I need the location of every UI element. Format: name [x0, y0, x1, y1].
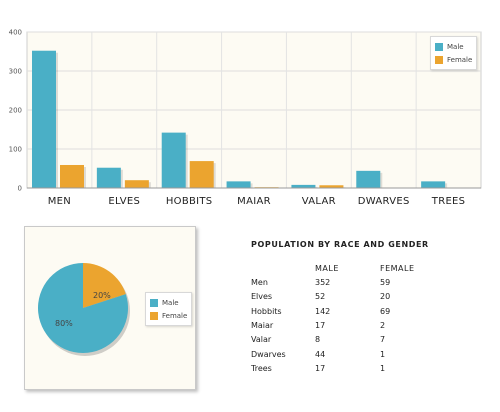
female-cell: 2 — [380, 320, 386, 330]
pie-legend-item-female: Female — [150, 309, 187, 322]
pie-slice-female — [83, 263, 126, 308]
x-tick-label: MEN — [47, 196, 72, 207]
pie-male-swatch — [150, 298, 158, 307]
legend-item-male: Male — [435, 40, 472, 53]
bar-male — [32, 50, 56, 188]
x-tick-label: TREES — [431, 196, 466, 207]
x-tick-label: HOBBITS — [165, 196, 213, 207]
y-tick-label: 100 — [9, 146, 22, 154]
column-header-female: FEMALE — [380, 264, 415, 273]
bar-male — [421, 181, 446, 188]
male-cell: 52 — [315, 292, 326, 302]
table-row: Maiar 17 2 — [251, 321, 491, 335]
race-cell: Dwarves — [251, 349, 286, 359]
bar-male — [96, 167, 121, 188]
table-row: Dwarves 44 1 — [251, 350, 491, 364]
female-cell: 20 — [380, 292, 391, 302]
y-tick-label: 0 — [18, 185, 22, 193]
x-tick-label: DWARVES — [357, 196, 410, 207]
bar-chart-plot: 0 100 200 300 400 — [9, 29, 482, 193]
pie-female-swatch — [150, 311, 158, 320]
male-cell: 142 — [315, 306, 331, 316]
female-swatch — [435, 55, 443, 64]
male-cell: 352 — [315, 278, 331, 287]
male-cell: 44 — [315, 349, 326, 359]
bar-female — [124, 180, 149, 188]
y-tick-label: 300 — [9, 68, 22, 76]
table-row: Valar 8 7 — [251, 335, 491, 349]
legend-label-female: Female — [447, 55, 473, 64]
female-cell: 7 — [380, 335, 386, 345]
bar-male — [356, 170, 381, 188]
female-cell: 69 — [380, 306, 391, 316]
race-cell: Maiar — [251, 320, 274, 330]
table-row: Men 352 59 — [251, 278, 491, 292]
bar-legend: Male Female — [430, 36, 478, 70]
race-cell: Elves — [251, 292, 273, 302]
x-tick-label: ELVES — [108, 196, 141, 207]
column-header-male: MALE — [315, 264, 339, 273]
population-table: POPULATION BY RACE AND GENDER MALE FEMAL… — [251, 240, 491, 373]
race-cell: Valar — [251, 335, 272, 345]
pie-chart-plot — [37, 263, 130, 356]
pie-slice-male — [37, 263, 129, 353]
male-cell: 8 — [315, 335, 321, 345]
male-cell: 17 — [315, 320, 326, 330]
legend-item-female: Female — [435, 53, 472, 66]
pie-legend-item-male: Male — [150, 296, 187, 309]
bar-male — [291, 184, 316, 188]
table-row: Hobbits 142 69 — [251, 307, 491, 321]
race-cell: Men — [251, 278, 268, 287]
race-cell: Hobbits — [251, 306, 282, 316]
pie-legend-label-male: Male — [162, 298, 179, 307]
pie-legend: Male Female — [145, 292, 193, 326]
female-cell: 1 — [380, 349, 386, 359]
bar-female — [60, 164, 84, 188]
table-title: POPULATION BY RACE AND GENDER — [251, 240, 429, 249]
female-cell: 59 — [380, 278, 391, 287]
male-cell: 17 — [315, 363, 326, 373]
legend-label-male: Male — [447, 42, 464, 51]
pie-label-female: 20% — [93, 291, 111, 300]
y-tick-label: 200 — [9, 107, 22, 115]
bar-chart: 0 100 200 300 400 MEN ELVES HOBBITS MAIAR VALAR D… — [9, 29, 482, 207]
female-cell: 1 — [380, 363, 386, 373]
male-swatch — [435, 42, 443, 51]
x-tick-label: MAIAR — [237, 196, 271, 207]
y-tick-label: 400 — [9, 29, 22, 37]
table-row: Elves 52 20 — [251, 292, 491, 306]
bar-male — [161, 132, 186, 188]
table-row: Trees 17 1 — [251, 364, 491, 378]
x-tick-label: VALAR — [301, 196, 336, 207]
bar-female — [189, 161, 214, 188]
pie-legend-label-female: Female — [162, 311, 188, 320]
bar-male — [226, 181, 251, 188]
pie-label-male: 80% — [55, 319, 73, 328]
pie-chart: 80% 20% Male Female — [24, 226, 196, 390]
race-cell: Trees — [251, 363, 272, 373]
bar-female — [319, 185, 344, 188]
